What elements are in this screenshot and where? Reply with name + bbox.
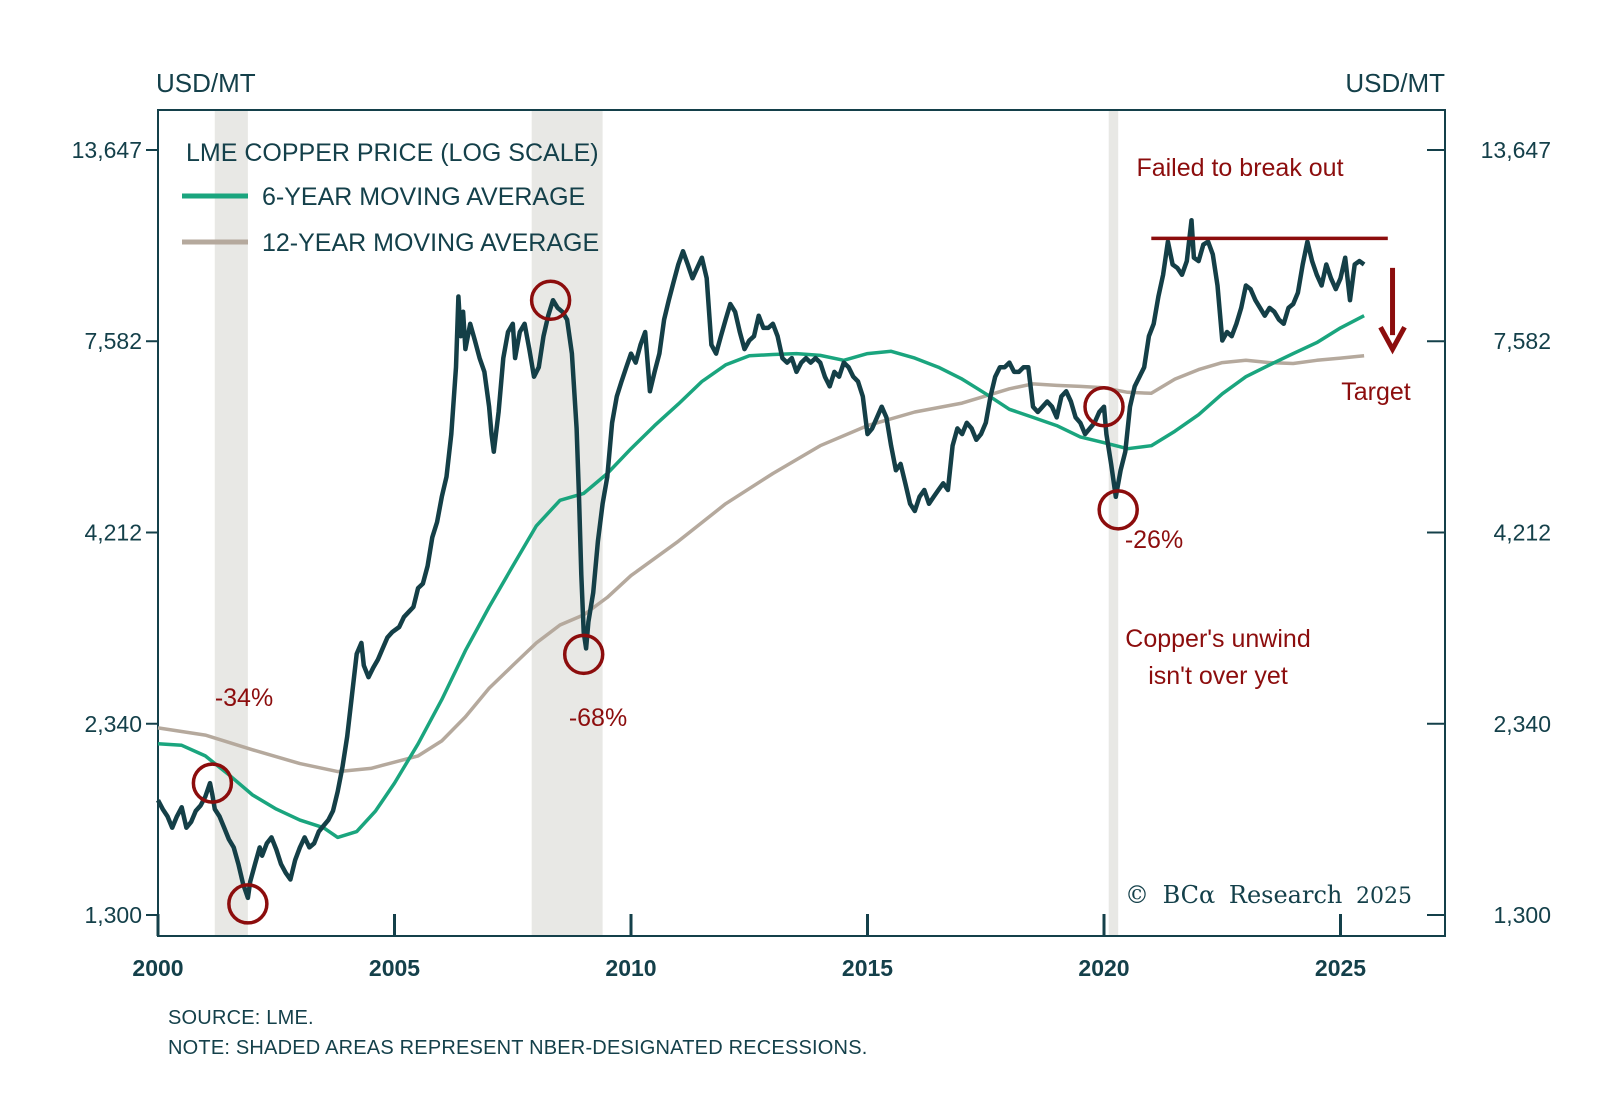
peak-marker-2 (1083, 385, 1125, 428)
y-tick-label-left: 13,647 (72, 137, 142, 163)
y-tick-label-right: 2,340 (1493, 711, 1551, 737)
copyright-text: Research (1229, 881, 1342, 909)
recession-shading (214, 110, 1119, 936)
copyright-notice: © BCα Research 2025 (1125, 881, 1412, 909)
y-tick-label-left: 7,582 (84, 328, 142, 354)
series-lines (156, 217, 1366, 901)
series-line-6yr-ma (157, 314, 1365, 840)
recession-band-1 (531, 110, 603, 936)
series-line-12yr-ma (157, 354, 1365, 774)
y-tick-label-left: 4,212 (84, 520, 142, 546)
target-arrow-head (1378, 325, 1407, 355)
y-tick-label-right: 1,300 (1493, 902, 1551, 928)
recession-note: NOTE: SHADED AREAS REPRESENT NBER-DESIGN… (168, 1037, 868, 1059)
x-tick-label: 2025 (1315, 955, 1366, 981)
drawdown-label-2008: -68% (569, 704, 627, 732)
legend-label-12yr: 12-YEAR MOVING AVERAGE (262, 229, 599, 257)
legend: LME COPPER PRICE (LOG SCALE) 6-YEAR MOVI… (182, 139, 599, 257)
unwind-text-line1: Copper's unwind (1125, 625, 1310, 653)
copyright-brand: BCα (1163, 881, 1216, 909)
copyright-year: 2025 (1356, 884, 1412, 909)
trough-marker-1 (562, 633, 605, 676)
x-tick-label: 2000 (132, 955, 183, 981)
left-axis-unit: USD/MT (156, 68, 256, 98)
peak-marker-1 (529, 279, 572, 321)
x-axis-ticks: 2000 2005 2010 2015 2020 2025 (132, 914, 1366, 981)
series-line-price (156, 217, 1366, 901)
x-tick-label: 2015 (842, 955, 893, 981)
recession-band-0 (214, 110, 248, 936)
legend-label-6yr: 6-YEAR MOVING AVERAGE (262, 183, 585, 211)
plot-frame (157, 109, 1446, 937)
y-tick-label-left: 2,340 (84, 711, 142, 737)
y-tick-label-right: 4,212 (1493, 520, 1551, 546)
annotations: Failed to break out Target Copper's unwi… (191, 154, 1411, 925)
y-tick-label-right: 13,647 (1481, 137, 1551, 163)
x-tick-label: 2010 (605, 955, 656, 981)
peak-marker-0 (191, 762, 234, 804)
trough-marker-2 (1097, 489, 1139, 531)
y-tick-label-right: 7,582 (1493, 328, 1551, 354)
recession-band-2 (1108, 110, 1119, 936)
target-text: Target (1341, 378, 1411, 406)
drawdown-label-2020: -26% (1125, 526, 1183, 554)
unwind-text-line2: isn't over yet (1148, 662, 1288, 690)
legend-title: LME COPPER PRICE (LOG SCALE) (186, 139, 599, 167)
y-axis-ticks: 13,647 13,647 7,582 7,582 4,212 4,212 2,340 2,3… (72, 137, 1551, 928)
x-tick-label: 2020 (1078, 955, 1129, 981)
breakout-text: Failed to break out (1136, 154, 1343, 182)
source-note: SOURCE: LME. (168, 1007, 314, 1029)
copyright-symbol: © (1125, 881, 1149, 909)
right-axis-unit: USD/MT (1345, 68, 1445, 98)
x-tick-label: 2005 (369, 955, 420, 981)
drawdown-label-2001: -34% (215, 684, 273, 712)
y-tick-label-left: 1,300 (84, 902, 142, 928)
trough-marker-0 (227, 883, 269, 925)
